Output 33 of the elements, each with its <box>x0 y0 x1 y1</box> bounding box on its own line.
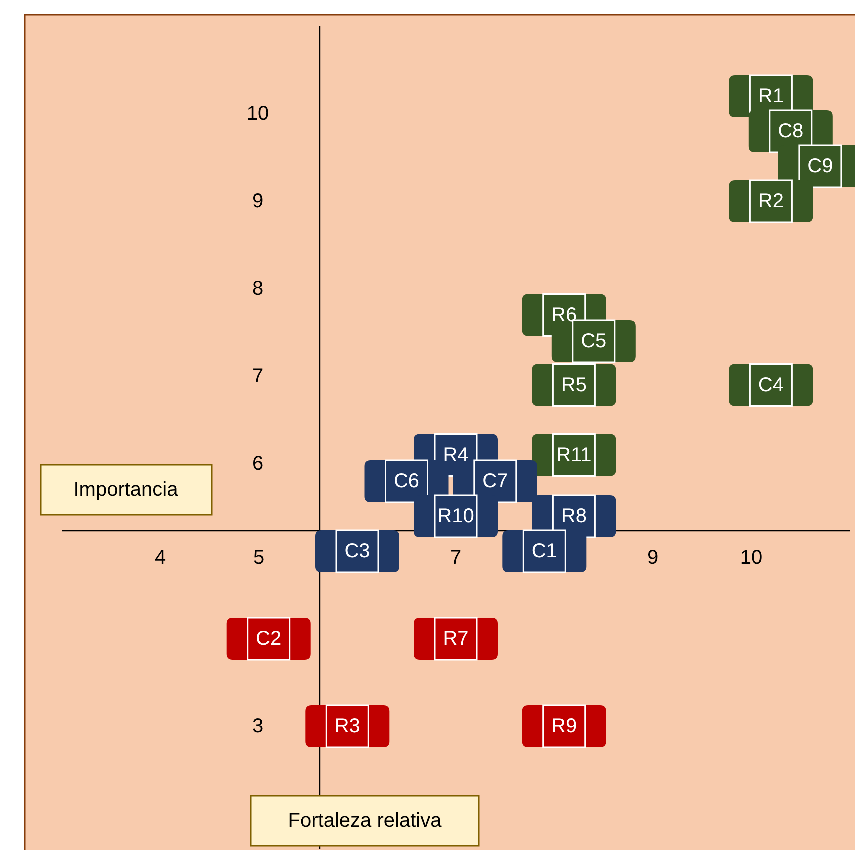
x-axis-title: Fortaleza relativa <box>288 810 443 832</box>
y-tick-label: 3 <box>252 716 264 738</box>
y-tick-label: 8 <box>252 278 264 300</box>
y-axis-title: Importancia <box>74 479 180 501</box>
annotation: R2 <box>758 190 784 212</box>
y-tick-label: 7 <box>252 366 264 388</box>
annotation: R9 <box>552 716 578 738</box>
annotation: R8 <box>561 506 587 528</box>
annotation: C3 <box>344 540 370 562</box>
y-tick-label: 9 <box>252 190 264 212</box>
annotation: C5 <box>581 330 607 352</box>
annotation: R5 <box>561 374 587 396</box>
y-tick-label: 6 <box>252 453 264 475</box>
x-tick-label: 10 <box>740 547 763 569</box>
annotation: R7 <box>443 628 469 650</box>
annotation: C9 <box>808 156 834 178</box>
annotation: R11 <box>556 444 592 466</box>
annotation: R6 <box>552 304 578 326</box>
annotation: C1 <box>532 540 558 562</box>
x-tick-label: 9 <box>647 547 659 569</box>
annotation: C2 <box>256 628 282 650</box>
annotation: C6 <box>394 470 420 492</box>
annotation: R10 <box>438 506 474 528</box>
annotation: C8 <box>778 120 804 142</box>
annotation: R1 <box>758 86 784 108</box>
annotation: C7 <box>482 470 508 492</box>
annotation: C4 <box>758 374 784 396</box>
x-tick-label: 7 <box>450 547 462 569</box>
x-tick-label: 5 <box>253 547 265 569</box>
annotation: R3 <box>334 716 360 738</box>
x-tick-label: 4 <box>154 547 166 569</box>
annotation: R4 <box>443 444 469 466</box>
y-tick-label: 10 <box>246 103 270 125</box>
